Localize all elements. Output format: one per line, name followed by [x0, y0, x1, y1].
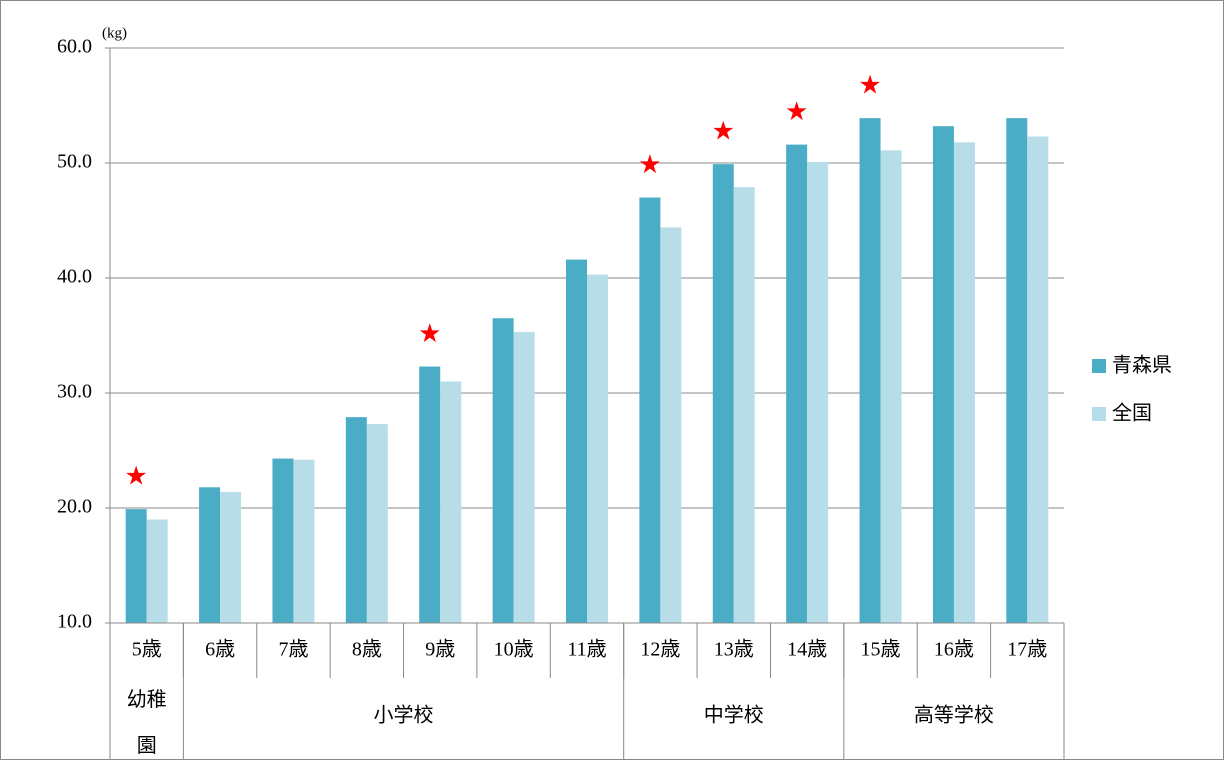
x-tick-label: 9歳 — [425, 638, 455, 661]
bar — [712, 164, 734, 623]
bar — [587, 274, 608, 623]
bar — [220, 491, 242, 623]
y-tick-label: 10.0 — [57, 611, 92, 633]
significance-star: ★ — [858, 71, 881, 101]
x-tick-label: 6歳 — [205, 638, 235, 661]
group-label: 小学校 — [374, 703, 434, 727]
significance-star: ★ — [785, 97, 808, 127]
x-tick-label: 11歳 — [567, 638, 606, 661]
bar — [272, 458, 294, 623]
significance-star: ★ — [712, 117, 735, 147]
y-unit: (kg) — [102, 25, 127, 41]
bar — [953, 142, 975, 624]
bar — [1027, 136, 1049, 624]
x-tick-label: 14歳 — [787, 638, 827, 661]
bar — [492, 318, 514, 623]
x-tick-label: 10歳 — [494, 638, 534, 661]
bar — [660, 227, 682, 623]
y-tick-label: 20.0 — [57, 496, 92, 518]
bar — [125, 509, 147, 623]
legend-label: 青森県 — [1112, 353, 1172, 377]
bar — [932, 126, 954, 623]
x-tick-label: 8歳 — [352, 638, 382, 661]
bar — [366, 424, 388, 623]
y-tick-label: 30.0 — [57, 381, 92, 403]
bar — [1006, 118, 1028, 624]
bar — [807, 161, 829, 623]
bar — [786, 144, 808, 623]
x-tick-label: 15歳 — [861, 638, 901, 661]
x-tick-label: 17歳 — [1007, 638, 1047, 661]
y-tick-label: 50.0 — [57, 151, 92, 173]
legend-swatch — [1092, 407, 1106, 421]
bar — [345, 417, 367, 623]
x-tick-label: 7歳 — [278, 638, 308, 661]
bar — [880, 150, 902, 623]
x-tick-label: 16歳 — [934, 638, 974, 661]
bar — [146, 519, 168, 623]
bar — [639, 197, 661, 623]
legend-swatch — [1092, 359, 1106, 373]
significance-star: ★ — [125, 462, 148, 492]
bar — [733, 187, 755, 623]
x-tick-label: 12歳 — [640, 638, 680, 661]
group-label: 幼稚園 — [127, 687, 167, 757]
y-tick-label: 40.0 — [57, 266, 92, 288]
bar — [440, 381, 462, 623]
bar — [513, 332, 535, 623]
y-tick-label: 60.0 — [57, 36, 92, 58]
significance-star: ★ — [418, 319, 441, 349]
bar — [419, 366, 441, 623]
x-tick-label: 13歳 — [714, 638, 754, 661]
group-label: 高等学校 — [914, 703, 994, 727]
group-label: 中学校 — [704, 703, 764, 727]
bar — [859, 118, 881, 624]
significance-star: ★ — [638, 150, 661, 180]
x-tick-label: 5歳 — [132, 638, 162, 661]
bar — [293, 459, 315, 623]
bar — [566, 259, 587, 623]
bar — [199, 487, 221, 623]
legend-label: 全国 — [1112, 401, 1152, 425]
